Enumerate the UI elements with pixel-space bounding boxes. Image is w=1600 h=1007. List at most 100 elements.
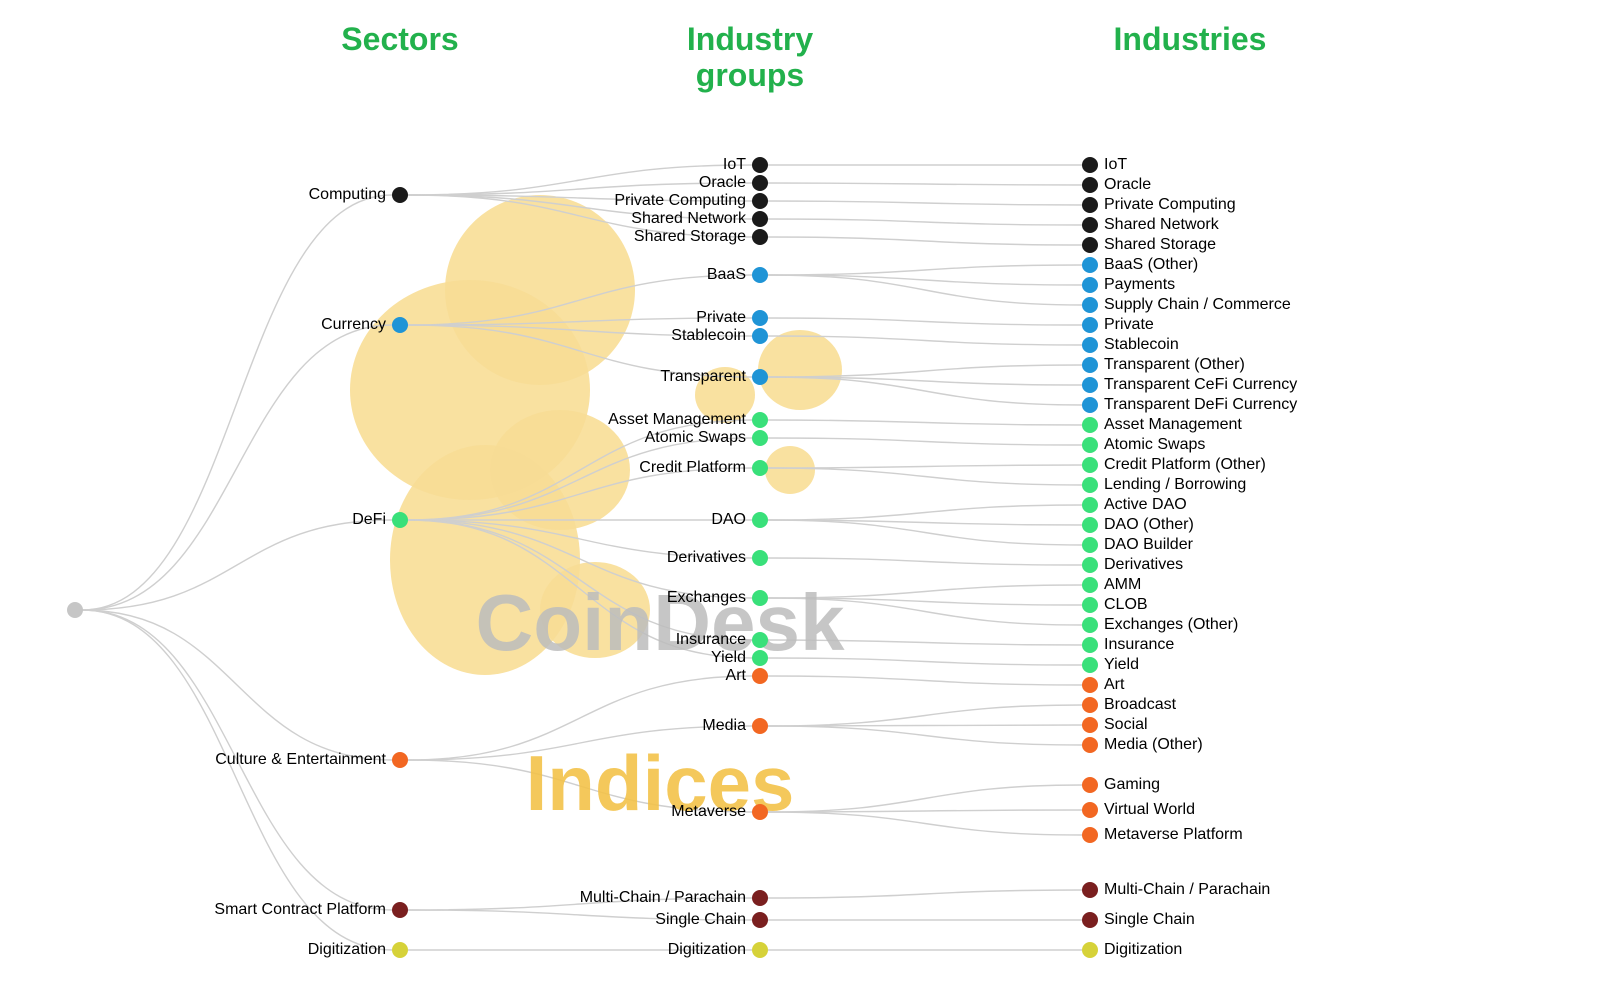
group-label: Media xyxy=(702,717,746,734)
industry-node-i_credo: Credit Platform (Other) xyxy=(1082,456,1266,473)
industry-node-i_exo: Exchanges (Other) xyxy=(1082,616,1238,633)
industry-label: Stablecoin xyxy=(1104,336,1179,353)
industry-label: Supply Chain / Commerce xyxy=(1104,296,1291,313)
industry-node-i_trcefi: Transparent CeFi Currency xyxy=(1082,376,1297,393)
group-label: Yield xyxy=(711,649,746,666)
header-industry-groups: Industrygroups xyxy=(687,21,813,93)
industry-node-i_actdao: Active DAO xyxy=(1082,496,1187,513)
industry-label: Single Chain xyxy=(1104,911,1195,928)
group-node-multi: Multi-Chain / Parachain xyxy=(580,889,768,906)
group-label: Multi-Chain / Parachain xyxy=(580,889,746,906)
header-industries: Industries xyxy=(1114,21,1267,57)
group-node-media: Media xyxy=(702,717,768,734)
industry-node-i_broad: Broadcast xyxy=(1082,696,1177,713)
industry-label: Transparent DeFi Currency xyxy=(1104,396,1297,413)
industry-node-i_asset: Asset Management xyxy=(1082,416,1242,433)
root-node xyxy=(67,602,83,618)
industry-label: Exchanges (Other) xyxy=(1104,616,1238,633)
group-node-iot: IoT xyxy=(723,156,768,173)
industry-node-i_single: Single Chain xyxy=(1082,911,1195,928)
sector-node-computing: Computing xyxy=(309,186,408,203)
group-label: Digitization xyxy=(668,941,746,958)
industry-label: Virtual World xyxy=(1104,801,1195,818)
industry-node-i_shnet: Shared Network xyxy=(1082,216,1220,233)
group-node-assetm: Asset Management xyxy=(608,411,768,428)
sector-node-defi: DeFi xyxy=(352,511,408,528)
industry-node-i_art: Art xyxy=(1082,676,1125,693)
sector-node-dig: Digitization xyxy=(308,941,408,958)
industry-node-i_vworld: Virtual World xyxy=(1082,801,1195,818)
sector-label: Culture & Entertainment xyxy=(215,751,386,768)
group-label: Stablecoin xyxy=(671,327,746,344)
industry-node-i_oracle: Oracle xyxy=(1082,176,1151,193)
industry-label: Payments xyxy=(1104,276,1175,293)
industry-label: Social xyxy=(1104,716,1148,733)
sector-label: Computing xyxy=(309,186,386,203)
header-sectors: Sectors xyxy=(341,21,458,57)
industry-node-i_pay: Payments xyxy=(1082,276,1175,293)
group-label: Shared Storage xyxy=(634,228,746,245)
industry-label: Yield xyxy=(1104,656,1139,673)
industry-label: Credit Platform (Other) xyxy=(1104,456,1266,473)
industry-node-i_daob: DAO Builder xyxy=(1082,536,1194,553)
group-node-digg: Digitization xyxy=(668,941,768,958)
industry-label: Broadcast xyxy=(1104,696,1177,713)
industry-label: Derivatives xyxy=(1104,556,1183,573)
industry-node-i_metap: Metaverse Platform xyxy=(1082,826,1243,843)
industry-label: Media (Other) xyxy=(1104,736,1203,753)
sector-label: Currency xyxy=(321,316,386,333)
industry-node-i_clob: CLOB xyxy=(1082,596,1148,613)
group-node-priv: Private xyxy=(696,309,768,326)
industry-node-i_amm: AMM xyxy=(1082,576,1141,593)
industry-node-i_atomic: Atomic Swaps xyxy=(1082,436,1205,453)
industry-label: Multi-Chain / Parachain xyxy=(1104,881,1270,898)
industry-node-i_gaming: Gaming xyxy=(1082,776,1160,793)
group-node-deriv: Derivatives xyxy=(667,549,768,566)
industry-label: CLOB xyxy=(1104,596,1148,613)
industry-node-i_stable: Stablecoin xyxy=(1082,336,1179,353)
industry-label: Gaming xyxy=(1104,776,1160,793)
group-label: Shared Network xyxy=(631,210,747,227)
group-label: DAO xyxy=(711,511,746,528)
taxonomy-tree-diagram: SectorsIndustrygroupsIndustriesCoinDeskI… xyxy=(0,0,1600,1007)
industry-node-i_supply: Supply Chain / Commerce xyxy=(1082,296,1291,313)
industry-label: Transparent (Other) xyxy=(1104,356,1245,373)
industry-label: Active DAO xyxy=(1104,496,1187,513)
industry-label: Asset Management xyxy=(1104,416,1242,433)
industry-label: Digitization xyxy=(1104,941,1182,958)
industry-node-i_priv: Private Computing xyxy=(1082,196,1236,213)
sector-node-culture: Culture & Entertainment xyxy=(215,751,408,768)
svg-text:CoinDesk: CoinDesk xyxy=(476,578,845,667)
industry-label: Private xyxy=(1104,316,1154,333)
industry-node-i_multi: Multi-Chain / Parachain xyxy=(1082,881,1270,898)
industry-node-i_insur: Insurance xyxy=(1082,636,1174,653)
group-label: Single Chain xyxy=(655,911,746,928)
industry-node-i_yield: Yield xyxy=(1082,656,1139,673)
group-label: Private xyxy=(696,309,746,326)
industry-node-i_daoo: DAO (Other) xyxy=(1082,516,1194,533)
group-node-privcmp: Private Computing xyxy=(614,192,768,209)
industry-label: AMM xyxy=(1104,576,1141,593)
industry-node-i_deriv: Derivatives xyxy=(1082,556,1183,573)
industry-node-i_dig: Digitization xyxy=(1082,941,1182,958)
industry-node-i_iot: IoT xyxy=(1082,156,1127,173)
industry-node-i_baaso: BaaS (Other) xyxy=(1082,256,1198,273)
group-label: Credit Platform xyxy=(639,459,746,476)
industry-label: Art xyxy=(1104,676,1125,693)
industry-label: Lending / Borrowing xyxy=(1104,476,1246,493)
group-label: Derivatives xyxy=(667,549,746,566)
industry-label: Transparent CeFi Currency xyxy=(1104,376,1297,393)
group-label: Atomic Swaps xyxy=(645,429,746,446)
industry-node-i_mediao: Media (Other) xyxy=(1082,736,1203,753)
industry-label: BaaS (Other) xyxy=(1104,256,1198,273)
group-label: Private Computing xyxy=(614,192,746,209)
industry-label: Atomic Swaps xyxy=(1104,436,1205,453)
group-label: Metaverse xyxy=(671,803,746,820)
industry-label: Shared Storage xyxy=(1104,236,1216,253)
group-label: Insurance xyxy=(676,631,746,648)
group-label: BaaS xyxy=(707,266,746,283)
industry-node-i_shstor: Shared Storage xyxy=(1082,236,1216,253)
sector-label: Digitization xyxy=(308,941,386,958)
industry-node-i_lend: Lending / Borrowing xyxy=(1082,476,1246,493)
industry-label: Private Computing xyxy=(1104,196,1236,213)
